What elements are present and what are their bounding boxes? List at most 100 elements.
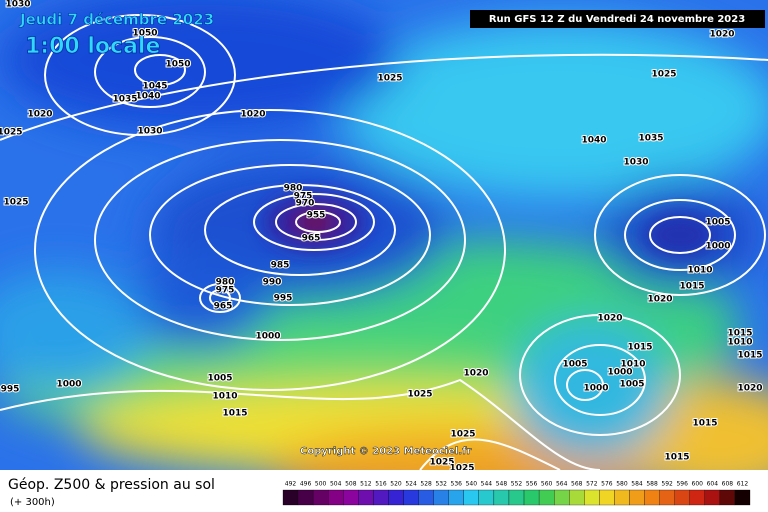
scale-label: 572	[586, 481, 598, 488]
isobar-label: 965	[302, 234, 321, 244]
scale-label: 516	[375, 481, 387, 488]
scale-swatch	[719, 489, 736, 506]
isobar	[44, 14, 236, 136]
scale-swatch	[674, 489, 690, 506]
isobar	[275, 203, 357, 241]
isobar-label: 1010	[727, 338, 752, 348]
scale-swatch	[508, 489, 525, 506]
isobar-label: 1050	[132, 29, 157, 39]
isobar-label: 955	[307, 211, 326, 221]
isobar-label: 1010	[620, 360, 645, 370]
scale-swatch	[538, 489, 555, 506]
forecast-date: Jeudi 7 décembre 2023	[19, 11, 214, 29]
isobar-label: 1050	[165, 60, 190, 70]
scale-swatch	[614, 489, 630, 506]
isobar-label: 1005	[705, 218, 730, 228]
scale-swatch	[734, 489, 751, 506]
forecast-time: 1:00 locale	[25, 34, 160, 59]
scale-swatch	[373, 489, 389, 506]
scale-swatch	[478, 489, 495, 506]
isobar	[209, 289, 231, 307]
isobar-label: 1020	[240, 110, 265, 120]
isobar-label: 1030	[137, 127, 162, 137]
scale-swatch	[343, 489, 359, 506]
isobar-label: 1035	[112, 95, 137, 105]
scale-label: 504	[330, 481, 342, 488]
scale-swatch	[433, 489, 449, 506]
scale-swatch	[629, 489, 645, 506]
scale-swatch	[659, 489, 675, 506]
isobar-label: 975	[294, 192, 313, 202]
isobar	[134, 54, 186, 86]
isobar-label: 1015	[692, 419, 717, 429]
isobar-label: 1025	[651, 70, 676, 80]
isobar-label: 1020	[597, 314, 622, 324]
isobar-label: 1000	[255, 332, 280, 342]
scale-label: 524	[405, 481, 417, 488]
isobar-label: 1015	[727, 329, 752, 339]
isobar-label: 1040	[135, 92, 160, 102]
copyright: Copyright © 2023 Meteociel.fr	[300, 446, 471, 457]
scale-label: 592	[661, 481, 673, 488]
scale-swatch	[689, 489, 705, 506]
scale-label: 600	[692, 481, 704, 488]
isobar-label: 1005	[619, 380, 644, 390]
isobar-label: 995	[274, 294, 293, 304]
scale-label: 612	[737, 481, 749, 488]
isobar	[0, 378, 601, 471]
scale-label: 576	[601, 481, 613, 488]
scale-swatch	[584, 489, 600, 506]
isobar	[0, 53, 768, 141]
isobar-label: 1035	[638, 134, 663, 144]
scale-swatch	[523, 489, 540, 506]
scale-label: 492	[285, 481, 297, 488]
isobar-label: 1020	[27, 110, 52, 120]
scale-swatch	[328, 489, 344, 506]
scale-swatch	[418, 489, 434, 506]
scale-label: 500	[315, 481, 327, 488]
isobar	[566, 369, 604, 401]
scale-label: 528	[420, 481, 432, 488]
isobar	[554, 344, 646, 416]
isobar-label: 1010	[212, 392, 237, 402]
scale-swatch	[312, 489, 329, 506]
isobar-label: 1020	[647, 295, 672, 305]
scale-label: 520	[390, 481, 402, 488]
scale-swatch	[388, 489, 404, 506]
isobar	[295, 211, 341, 233]
isobar-label: 1020	[737, 384, 762, 394]
isobar-label: 1020	[463, 369, 488, 379]
isobar-label: 1015	[664, 453, 689, 463]
scale-label: 580	[616, 481, 628, 488]
isobars	[0, 14, 768, 471]
isobar-label: 1030	[5, 0, 30, 10]
legend-title: Géop. Z500 & pression au sol	[8, 477, 215, 493]
isobar-label: 1005	[562, 360, 587, 370]
scale-swatch	[644, 489, 660, 506]
scale-label: 532	[435, 481, 447, 488]
isobar-label: 1000	[583, 384, 608, 394]
isobar	[253, 193, 375, 251]
scale-label: 568	[571, 481, 583, 488]
isobar-label: 1015	[737, 351, 762, 361]
isobar-label: 980	[216, 278, 235, 288]
scale-swatch	[569, 489, 585, 506]
isobar-label: 985	[271, 261, 290, 271]
scale-label: 552	[511, 481, 523, 488]
isobar	[649, 216, 711, 254]
scale-swatch	[358, 489, 374, 506]
isobar-label: 990	[263, 278, 282, 288]
isobar-label: 1000	[705, 242, 730, 252]
isobar-label: 1015	[222, 409, 247, 419]
isobar-label: 1025	[3, 198, 28, 208]
scale-swatch	[403, 489, 419, 506]
isobar	[594, 174, 766, 296]
run-box	[470, 10, 765, 28]
scale-swatch	[704, 489, 721, 506]
isobar	[149, 164, 431, 306]
isobar-label: 980	[284, 184, 303, 194]
scale-label: 608	[722, 481, 734, 488]
scale-label: 560	[541, 481, 553, 488]
isobar-label: 1005	[207, 374, 232, 384]
